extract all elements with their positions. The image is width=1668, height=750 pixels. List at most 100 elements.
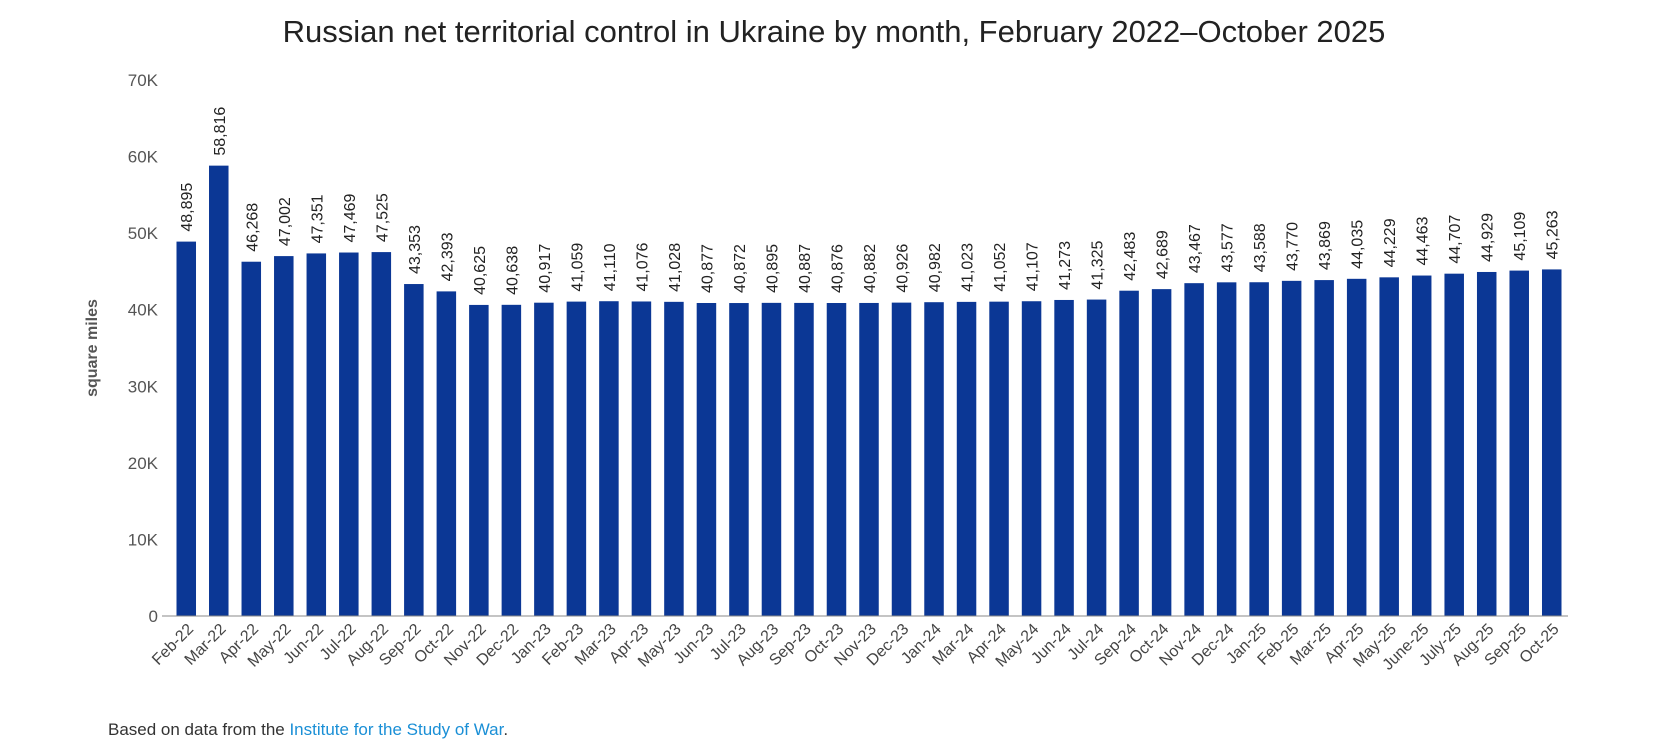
bar bbox=[1184, 283, 1204, 616]
bar-value-label: 42,483 bbox=[1122, 232, 1139, 281]
bar-value-label: 41,059 bbox=[569, 243, 586, 292]
bar-value-label: 41,325 bbox=[1090, 241, 1107, 290]
bar-value-label: 40,638 bbox=[504, 246, 521, 295]
bar-chart: 0 10K 20K 30K 40K 50K 60K 70K 48,895 58,816 46,26… bbox=[84, 71, 1568, 674]
bar bbox=[534, 302, 554, 616]
bar-value-label: 42,689 bbox=[1155, 230, 1172, 279]
bar-value-label: 40,917 bbox=[537, 244, 554, 293]
y-axis: 0 10K 20K 30K 40K 50K 60K 70K bbox=[128, 71, 159, 626]
bar bbox=[1509, 270, 1529, 616]
bar bbox=[274, 256, 294, 616]
bar bbox=[371, 252, 392, 616]
bar-value-label: 46,268 bbox=[244, 203, 261, 252]
bar bbox=[209, 165, 229, 616]
y-tick-label: 20K bbox=[128, 454, 159, 473]
bar-value-label: 44,229 bbox=[1382, 218, 1399, 267]
bar-value-label: 41,028 bbox=[667, 243, 684, 292]
value-labels: 48,895 58,816 46,268 47,002 47,351 47,469 47,5… bbox=[179, 107, 1561, 295]
bar-value-label: 41,273 bbox=[1057, 241, 1074, 290]
bar bbox=[1054, 299, 1074, 616]
bar bbox=[241, 261, 262, 616]
bar-value-label: 43,353 bbox=[407, 225, 424, 274]
y-tick-label: 60K bbox=[128, 148, 159, 167]
bar bbox=[1411, 275, 1432, 616]
bar-value-label: 45,109 bbox=[1512, 212, 1529, 261]
footer-suffix: . bbox=[503, 720, 509, 739]
bar bbox=[826, 303, 847, 616]
bar bbox=[1379, 277, 1399, 616]
bar bbox=[1476, 271, 1497, 616]
bar-value-label: 40,625 bbox=[472, 246, 489, 295]
bar bbox=[696, 302, 717, 616]
bar bbox=[1346, 278, 1367, 616]
source-link[interactable]: Institute for the Study of War bbox=[289, 720, 504, 739]
bar bbox=[729, 303, 749, 616]
bar-value-label: 40,895 bbox=[764, 244, 781, 293]
bar bbox=[306, 253, 327, 616]
x-axis-labels: Feb-22Mar-22Apr-22May-22Jun-22Jul-22Aug-… bbox=[149, 621, 1562, 674]
bar bbox=[859, 302, 879, 616]
bar bbox=[1086, 299, 1107, 616]
y-axis-label: square miles bbox=[84, 299, 101, 397]
y-tick-label: 10K bbox=[128, 530, 159, 549]
bar bbox=[956, 301, 977, 616]
bar bbox=[599, 301, 619, 616]
bar-value-label: 43,869 bbox=[1317, 221, 1334, 270]
bar-value-label: 40,882 bbox=[862, 244, 879, 293]
y-tick-label: 70K bbox=[128, 71, 159, 90]
bar bbox=[566, 301, 587, 616]
y-tick-label: 40K bbox=[128, 301, 159, 320]
bar-value-label: 42,393 bbox=[439, 232, 456, 281]
bar bbox=[1314, 280, 1334, 616]
source-footer: Based on data from the Institute for the… bbox=[108, 720, 508, 740]
bar bbox=[501, 304, 522, 616]
bar bbox=[891, 302, 912, 616]
bar bbox=[436, 291, 457, 616]
bar-value-label: 41,107 bbox=[1025, 242, 1042, 291]
bar-value-label: 40,872 bbox=[732, 244, 749, 293]
bar-value-label: 40,876 bbox=[829, 244, 846, 293]
bar-value-label: 41,052 bbox=[992, 243, 1009, 292]
bar-value-label: 44,035 bbox=[1350, 220, 1367, 269]
bar-value-label: 40,982 bbox=[927, 243, 944, 292]
bar bbox=[664, 301, 684, 616]
bar bbox=[1281, 280, 1302, 616]
chart-title: Russian net territorial control in Ukrai… bbox=[282, 14, 1386, 49]
bar-value-label: 41,076 bbox=[634, 242, 651, 291]
bar bbox=[1021, 301, 1042, 616]
bar-value-label: 47,525 bbox=[374, 193, 391, 242]
bar-value-label: 58,816 bbox=[212, 107, 229, 156]
bar-value-label: 45,263 bbox=[1545, 210, 1562, 259]
bar-value-label: 41,023 bbox=[960, 243, 977, 292]
bar bbox=[1151, 289, 1172, 616]
bar bbox=[1249, 282, 1269, 616]
bar-value-label: 43,770 bbox=[1285, 222, 1302, 271]
bars bbox=[176, 165, 1562, 617]
bar bbox=[761, 302, 782, 616]
bar-value-label: 40,887 bbox=[797, 244, 814, 293]
bar-value-label: 44,463 bbox=[1415, 217, 1432, 266]
bar bbox=[989, 301, 1009, 616]
bar-value-label: 48,895 bbox=[179, 183, 196, 232]
bar bbox=[794, 302, 814, 616]
bar-value-label: 40,877 bbox=[699, 244, 716, 293]
bar bbox=[1119, 290, 1139, 616]
bar bbox=[404, 284, 424, 616]
bar-value-label: 43,588 bbox=[1252, 223, 1269, 272]
bar-value-label: 40,926 bbox=[895, 244, 912, 293]
bar-value-label: 43,577 bbox=[1220, 223, 1237, 272]
footer-prefix: Based on data from the bbox=[108, 720, 290, 739]
bar bbox=[1444, 273, 1464, 616]
y-tick-label: 0 bbox=[149, 607, 158, 626]
bar-value-label: 43,467 bbox=[1187, 224, 1204, 273]
bar-value-label: 47,002 bbox=[277, 197, 294, 246]
bar bbox=[339, 252, 359, 617]
y-tick-label: 30K bbox=[128, 377, 159, 396]
bar-value-label: 44,929 bbox=[1480, 213, 1497, 262]
bar bbox=[176, 241, 197, 616]
bar-value-label: 41,110 bbox=[602, 243, 619, 291]
bar bbox=[631, 301, 652, 616]
bar-value-label: 47,351 bbox=[309, 194, 326, 243]
bar bbox=[1541, 269, 1562, 616]
bar bbox=[924, 302, 944, 616]
